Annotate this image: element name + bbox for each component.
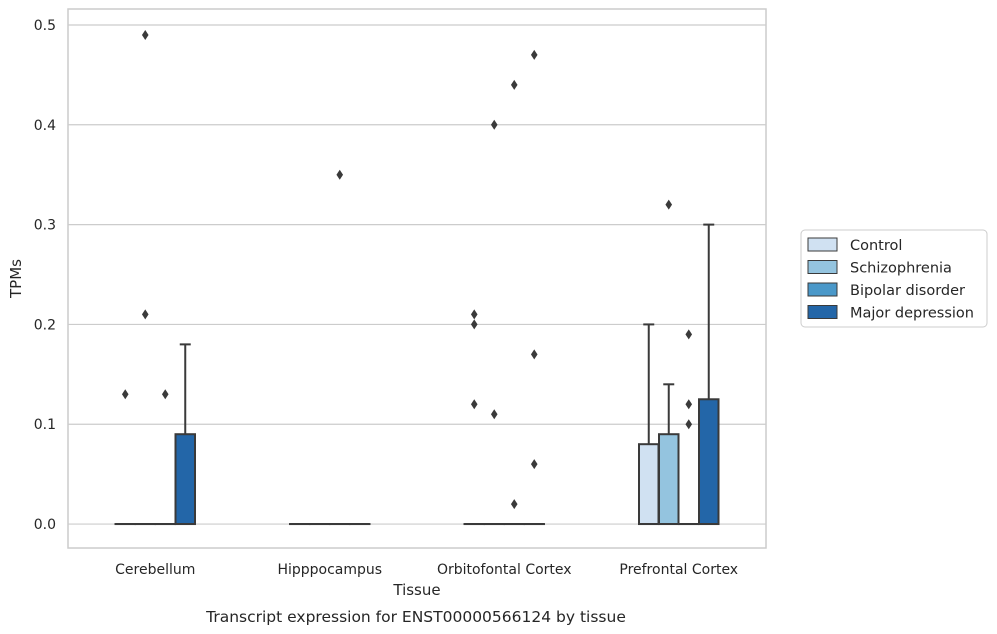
legend-item: Schizophrenia [807,260,952,277]
outlier-point [490,409,498,420]
box-body [174,433,196,526]
outlier-point [530,49,538,60]
legend-frame [800,229,988,328]
x-tick-label: Prefrontal Cortex [619,562,738,578]
y-tick-label: 0.4 [34,118,56,134]
y-tick-label: 0.3 [34,218,56,234]
legend-item: Control [807,237,902,254]
axis-ticks: 0.0 0.1 0.2 0.3 0.4 0.5 Cerebellum Hipppocampus… [34,18,738,578]
box-bipolar-disorder [154,389,176,526]
box-schizophrenia [483,119,505,526]
box-bipolar-disorder [329,169,351,526]
outlier-point [490,119,498,130]
outlier-point [685,329,693,340]
box-major-depression [523,49,545,526]
outlier-point [685,399,693,410]
outlier-point [121,389,129,400]
legend-swatch [807,305,838,319]
outlier-point [470,309,478,320]
box-body [698,398,720,526]
box-schizophrenia [134,29,156,526]
outlier-point [685,419,693,430]
legend-swatch [807,282,838,297]
outlier-point [510,79,518,90]
box-bipolar-disorder [678,329,700,526]
box-control [463,309,485,526]
legend-item: Bipolar disorder [807,282,965,299]
legend-swatch [807,260,838,274]
outlier-point [141,29,149,40]
outlier-point [470,319,478,330]
outlier-point [336,169,344,180]
x-axis-label: Tissue [392,581,440,599]
box-control [638,323,660,526]
legend-label: Major depression [850,306,974,322]
box-body [638,443,660,526]
legend-label: Control [850,238,902,254]
y-tick-label: 0.2 [34,317,56,333]
outlier-point [530,349,538,360]
box-schizophrenia [658,199,680,526]
y-axis-label: TPMs [7,259,25,299]
box-bipolar-disorder [503,79,525,526]
plot-frame [67,8,767,549]
chart-caption: Transcript expression for ENST0000056612… [205,608,626,626]
y-tick-label: 0.0 [34,517,56,533]
outlier-point [141,309,149,320]
outlier-point [665,199,673,210]
legend-label: Bipolar disorder [850,283,965,299]
box-body [658,433,680,526]
legend-swatch [807,237,838,252]
box-major-depression [174,343,196,526]
outlier-point [530,459,538,470]
outlier-point [161,389,169,400]
box-major-depression [698,223,720,526]
y-tick-label: 0.1 [34,417,56,433]
box-control [114,389,136,526]
outlier-point [510,499,518,510]
legend-item: Major depression [807,305,974,322]
box-plots [114,29,720,526]
legend-label: Schizophrenia [850,261,952,277]
y-tick-label: 0.5 [34,18,56,34]
x-tick-label: Hipppocampus [277,562,382,578]
outlier-point [470,399,478,410]
x-tick-label: Cerebellum [115,562,195,578]
legend: Control Schizophrenia Bipolar disorder Majo… [800,229,988,328]
x-tick-label: Orbitofontal Cortex [437,562,572,578]
